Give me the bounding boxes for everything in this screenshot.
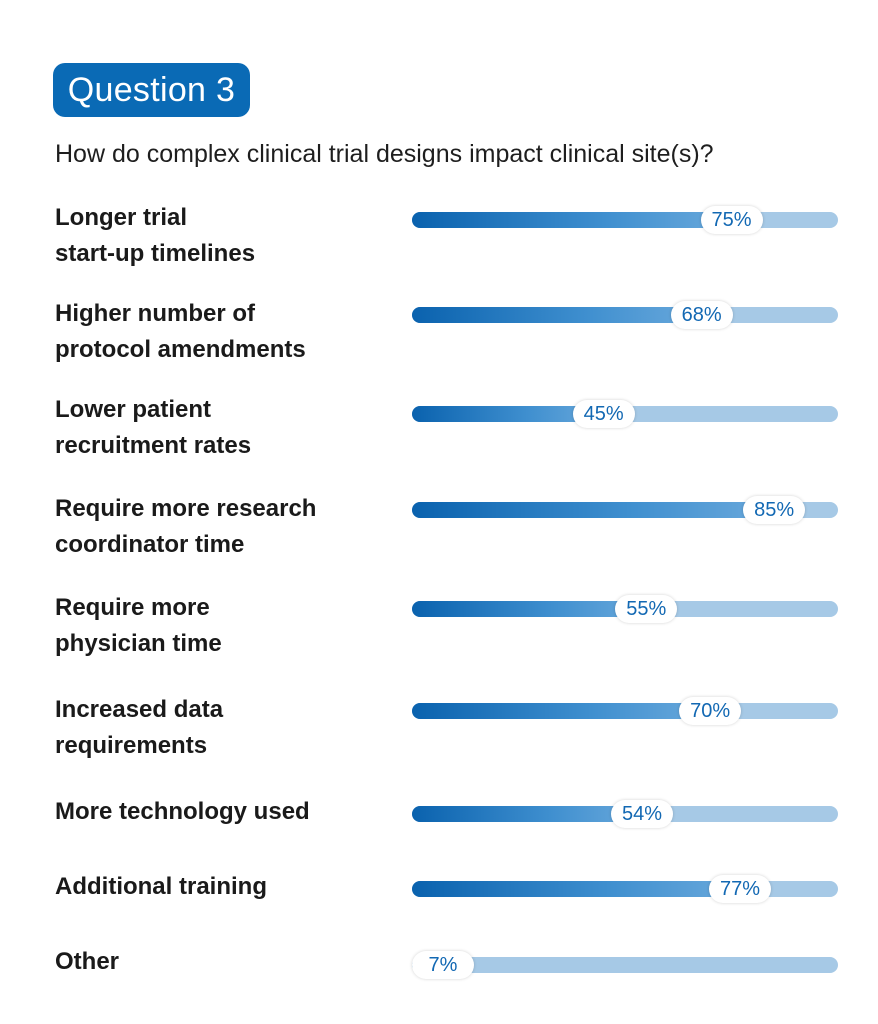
- category-label-line: Increased data: [55, 696, 224, 723]
- value-label: 77%: [709, 875, 772, 903]
- category-label: Longer trial start-up timelines: [55, 200, 375, 272]
- bar-fill: [412, 307, 702, 323]
- value-label: 55%: [615, 595, 678, 623]
- category-label-line: start-up timelines: [55, 240, 256, 267]
- bar-track: 45%: [412, 400, 838, 428]
- value-label: 45%: [572, 400, 635, 428]
- bar-track: 7%: [412, 951, 838, 979]
- bar-fill: [412, 703, 711, 719]
- category-label-line: Additional training: [55, 873, 267, 900]
- question-text: How do complex clinical trial designs im…: [55, 140, 714, 168]
- value-label: 68%: [670, 301, 733, 329]
- value-label: 75%: [700, 206, 763, 234]
- bar-track: 55%: [412, 595, 838, 623]
- category-label: Require more research coordinator time: [55, 491, 375, 563]
- category-label-line: physician time: [55, 630, 222, 657]
- bar-track: 68%: [412, 301, 838, 329]
- category-label-line: protocol amendments: [55, 336, 306, 363]
- bar-track: 75%: [412, 206, 838, 234]
- category-label: Increased data requirements: [55, 692, 375, 764]
- category-label-line: Lower patient: [55, 396, 212, 423]
- value-label: 54%: [611, 800, 674, 828]
- bar-fill: [412, 806, 643, 822]
- category-label-line: recruitment rates: [55, 432, 252, 459]
- category-label: Other: [55, 944, 375, 980]
- category-label-line: More technology used: [55, 798, 310, 825]
- category-label-line: Require more: [55, 594, 210, 621]
- bar-fill: [412, 212, 732, 228]
- category-label: Lower patient recruitment rates: [55, 392, 375, 464]
- bar-fill: [412, 406, 604, 422]
- bar-track: 85%: [412, 496, 838, 524]
- bar-track: 70%: [412, 697, 838, 725]
- bar-track: 77%: [412, 875, 838, 903]
- value-label: 85%: [743, 496, 806, 524]
- bar-track: 54%: [412, 800, 838, 828]
- bar-fill: [412, 502, 775, 518]
- category-label-line: Longer trial: [55, 204, 188, 231]
- category-label: Higher number of protocol amendments: [55, 296, 375, 368]
- category-label-line: coordinator time: [55, 531, 245, 558]
- value-label: 7%: [412, 951, 474, 979]
- category-label: Require more physician time: [55, 590, 375, 662]
- bar-fill: [412, 881, 741, 897]
- bar-fill: [412, 601, 647, 617]
- category-label: Additional training: [55, 869, 375, 905]
- category-label-line: Require more research: [55, 495, 317, 522]
- question-badge: Question 3: [53, 63, 250, 117]
- category-label: More technology used: [55, 794, 375, 830]
- category-label-line: Other: [55, 948, 120, 975]
- category-label-line: Higher number of: [55, 300, 256, 327]
- category-label-line: requirements: [55, 732, 208, 759]
- value-label: 70%: [679, 697, 742, 725]
